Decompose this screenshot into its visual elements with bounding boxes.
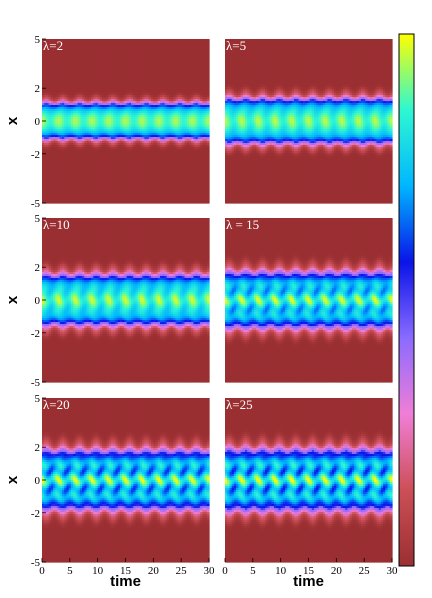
heatmap-cells	[42, 39, 210, 204]
